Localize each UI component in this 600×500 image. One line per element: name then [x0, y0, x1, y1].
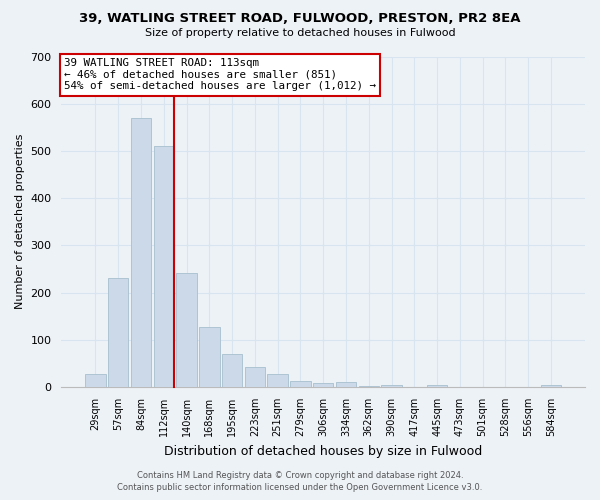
- Bar: [268, 374, 288, 387]
- Bar: [359, 386, 379, 387]
- Bar: [176, 273, 197, 387]
- Bar: [245, 367, 265, 387]
- Text: 39, WATLING STREET ROAD, FULWOOD, PRESTON, PR2 8EA: 39, WATLING STREET ROAD, FULWOOD, PRESTO…: [79, 12, 521, 26]
- Text: 39 WATLING STREET ROAD: 113sqm
← 46% of detached houses are smaller (851)
54% of: 39 WATLING STREET ROAD: 113sqm ← 46% of …: [64, 58, 376, 92]
- Bar: [541, 384, 561, 387]
- Bar: [336, 382, 356, 387]
- Bar: [199, 327, 220, 387]
- Bar: [131, 118, 151, 387]
- Bar: [381, 385, 402, 387]
- X-axis label: Distribution of detached houses by size in Fulwood: Distribution of detached houses by size …: [164, 444, 482, 458]
- Bar: [290, 381, 311, 387]
- Bar: [313, 384, 334, 387]
- Bar: [85, 374, 106, 387]
- Text: Contains HM Land Registry data © Crown copyright and database right 2024.
Contai: Contains HM Land Registry data © Crown c…: [118, 471, 482, 492]
- Bar: [154, 146, 174, 387]
- Y-axis label: Number of detached properties: Number of detached properties: [15, 134, 25, 310]
- Text: Size of property relative to detached houses in Fulwood: Size of property relative to detached ho…: [145, 28, 455, 38]
- Bar: [222, 354, 242, 387]
- Bar: [427, 384, 448, 387]
- Bar: [108, 278, 128, 387]
